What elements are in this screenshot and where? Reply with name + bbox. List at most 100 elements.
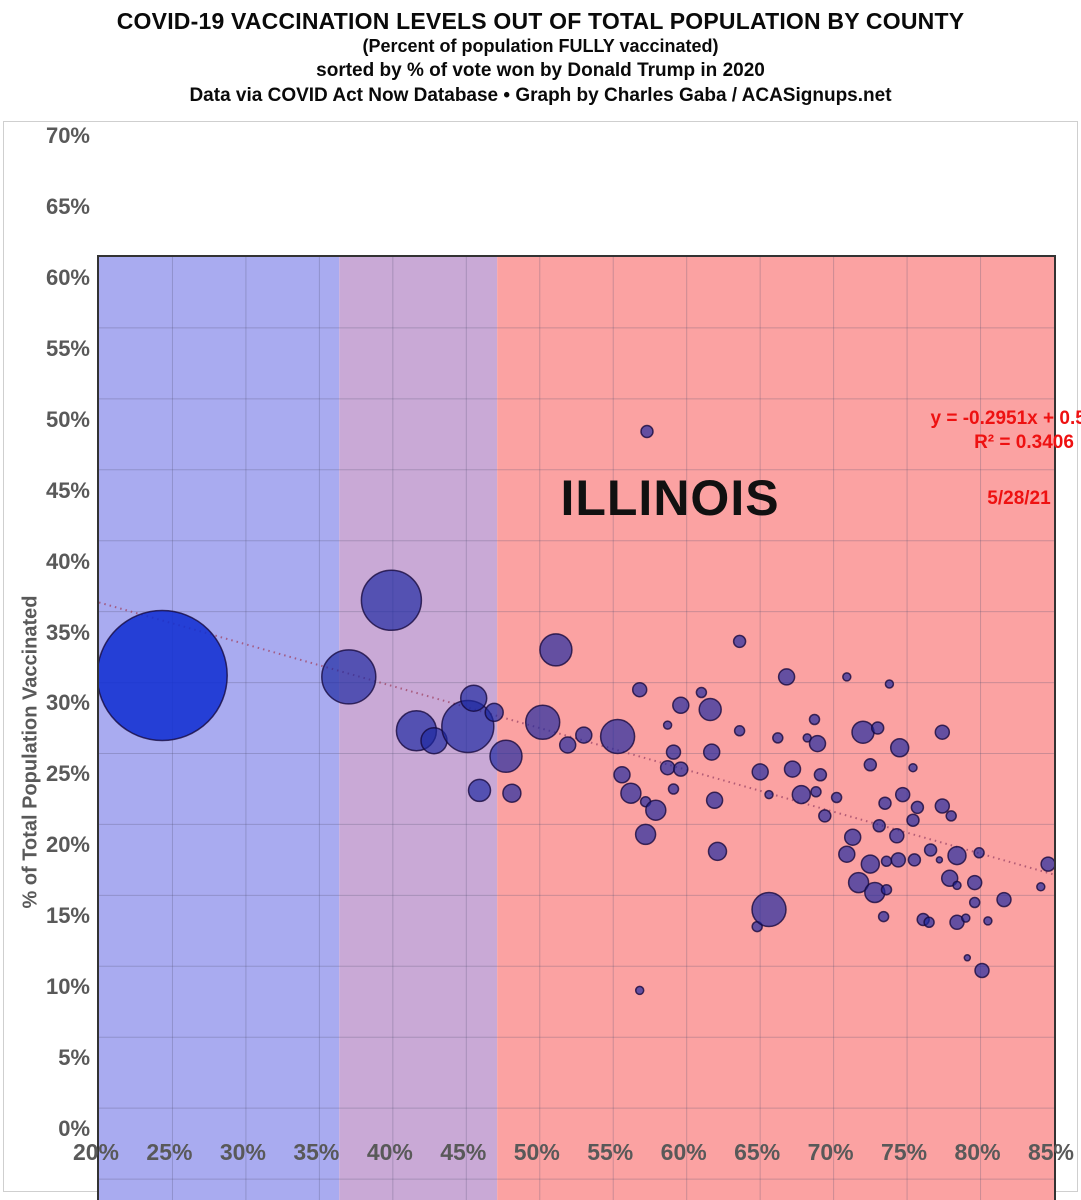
y-tick-label: 55% (45, 335, 90, 361)
county-bubble (889, 828, 905, 844)
county-bubble (945, 810, 957, 822)
y-tick-label: 25% (45, 761, 90, 787)
r-squared-text: R² = 0.3406 (974, 432, 1074, 453)
county-bubble (575, 726, 593, 744)
x-tick-label: 75% (881, 1139, 928, 1165)
x-tick-label: 50% (513, 1139, 560, 1165)
y-tick-label: 10% (45, 974, 90, 1000)
county-bubble (695, 686, 708, 699)
y-tick-label: 20% (45, 832, 90, 858)
county-bubble (884, 679, 895, 689)
county-bubble (934, 798, 951, 814)
county-bubble (667, 783, 680, 795)
county-bubble (878, 796, 892, 810)
county-bubble (783, 760, 802, 778)
county-bubble (772, 732, 784, 744)
y-tick-label: 5% (58, 1045, 90, 1071)
county-bubble (952, 880, 962, 891)
x-tick-label: 85% (1027, 1139, 1075, 1165)
subtitle-fully-vaccinated: (Percent of population FULLY vaccinated) (362, 36, 719, 56)
plot-area: y = -0.2951x + 0.5155 R² = 0.3406 5/28/2… (97, 255, 1081, 1200)
county-bubble (983, 916, 993, 926)
county-bubble (673, 761, 689, 777)
county-bubble (1040, 856, 1054, 872)
county-bubble (890, 852, 907, 868)
y-tick-label: 0% (58, 1116, 90, 1141)
x-tick-label: 35% (293, 1139, 340, 1165)
county-bubble (524, 704, 561, 741)
county-bubble (640, 424, 654, 439)
x-tick-label: 25% (146, 1139, 193, 1165)
county-bubble (672, 696, 690, 715)
county-bubble (634, 823, 657, 846)
county-bubble (894, 786, 911, 803)
county-bubble (973, 847, 985, 859)
county-bubble (996, 891, 1012, 908)
chart-frame: % of Total Population Vaccinated y = -0.… (3, 121, 1081, 1200)
county-bubble (467, 778, 492, 803)
county-bubble (923, 916, 935, 929)
county-bubble (877, 910, 890, 923)
county-bubble (923, 843, 938, 857)
county-bubble (963, 954, 972, 962)
county-bubble (934, 724, 951, 740)
county-bubble (968, 896, 981, 909)
county-bubble (702, 743, 721, 761)
county-bubble (539, 633, 573, 667)
county-bubble (1036, 882, 1046, 892)
x-tick-label: 20% (72, 1139, 120, 1165)
county-bubble (620, 782, 642, 804)
county-bubble (558, 736, 577, 754)
equation-text: y = -0.2951x + 0.5155 (930, 408, 1081, 429)
y-tick-label: 30% (45, 690, 90, 716)
county-bubble (889, 738, 910, 758)
county-bubble (484, 702, 504, 723)
x-tick-label: 70% (807, 1139, 854, 1165)
county-bubble (613, 766, 631, 784)
county-bubble (631, 681, 648, 698)
x-tick-label: 80% (954, 1139, 1001, 1165)
x-tick-label: 60% (660, 1139, 707, 1165)
county-bubble (818, 809, 832, 823)
county-bubble (665, 744, 682, 760)
county-bubble (777, 668, 796, 686)
county-bubble (935, 856, 944, 864)
y-tick-label: 65% (45, 193, 90, 219)
x-tick-label: 55% (587, 1139, 634, 1165)
y-tick-label: 70% (45, 123, 90, 148)
county-bubble (321, 649, 377, 705)
county-bubble (843, 828, 862, 846)
county-bubble (851, 720, 875, 744)
trendline (99, 601, 1054, 876)
county-bubble (863, 758, 878, 772)
county-bubble (872, 819, 886, 833)
county-bubble (813, 768, 828, 782)
county-bubble (645, 799, 667, 821)
county-bubble (838, 845, 856, 863)
county-bubble (966, 874, 983, 891)
x-tick-label: 40% (366, 1139, 413, 1165)
page-title: COVID-19 VACCINATION LEVELS OUT OF TOTAL… (116, 8, 965, 34)
county-bubble (659, 759, 676, 776)
county-bubble (908, 762, 918, 773)
county-bubble (751, 891, 787, 928)
county-bubble (489, 739, 523, 774)
state-name-label: ILLINOIS (560, 470, 780, 526)
county-bubble (599, 718, 636, 755)
county-bubble (705, 791, 724, 810)
county-bubble (810, 786, 822, 798)
y-tick-label: 15% (45, 903, 90, 929)
county-bubble (808, 713, 821, 726)
county-bubble (947, 845, 967, 866)
county-bubble (662, 720, 673, 730)
county-bubble (502, 783, 522, 803)
county-bubble (870, 721, 885, 735)
y-tick-label: 35% (45, 619, 90, 645)
county-bubble (764, 789, 774, 800)
county-bubble (880, 855, 893, 868)
chart-date: 5/28/21 (987, 488, 1051, 509)
bubble-scatter-canvas (99, 257, 1054, 1200)
county-bubble (808, 734, 827, 753)
trendline-equation: y = -0.2951x + 0.5155 R² = 0.3406 (931, 407, 1081, 455)
